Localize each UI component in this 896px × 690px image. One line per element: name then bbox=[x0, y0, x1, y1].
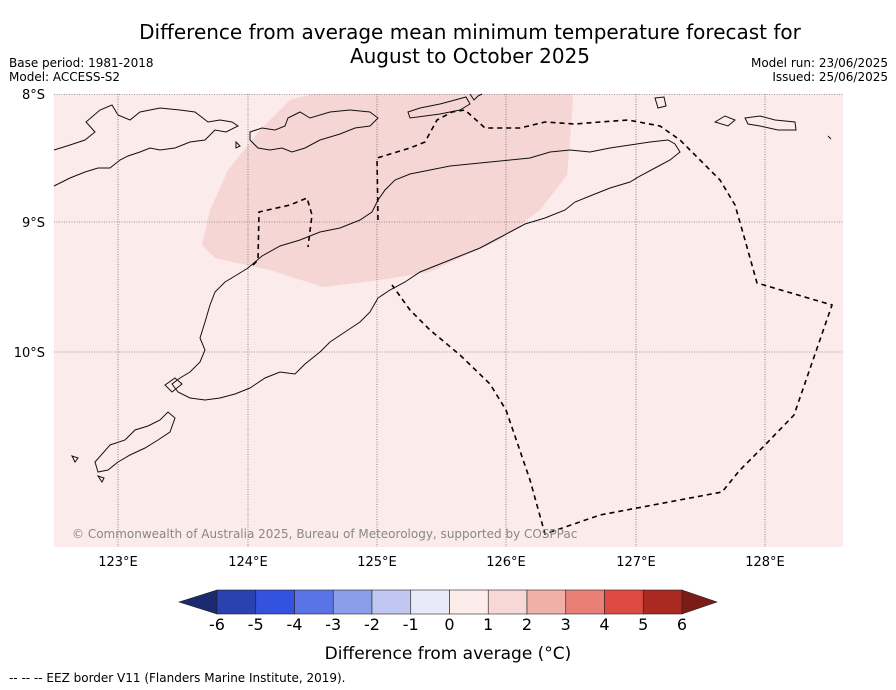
colorbar-extend-low bbox=[178, 589, 218, 615]
title-line-2: August to October 2025 bbox=[349, 44, 591, 68]
colorbar: -6 -5 -4 -3 -2 -1 0 1 2 3 4 5 6 bbox=[178, 589, 718, 634]
lon-label-127e: 127°E bbox=[616, 555, 656, 570]
colorbar-bin bbox=[332, 589, 373, 615]
colorbar-tick-label: 2 bbox=[522, 615, 532, 634]
lon-label-126e: 126°E bbox=[486, 555, 526, 570]
colorbar-bin bbox=[449, 589, 489, 615]
colorbar-bin bbox=[642, 589, 683, 615]
colorbar-bin bbox=[255, 589, 295, 615]
lon-label-128e: 128°E bbox=[745, 555, 785, 570]
colorbar-tick-label: 4 bbox=[599, 615, 609, 634]
model-name: Model: ACCESS-S2 bbox=[9, 70, 121, 84]
colorbar-tick-label: 3 bbox=[561, 615, 571, 634]
lat-label-8s: 8°S bbox=[22, 88, 45, 103]
colorbar-bin bbox=[216, 589, 257, 615]
colorbar-tick-label: -1 bbox=[403, 615, 419, 634]
copyright-notice: © Commonwealth of Australia 2025, Bureau… bbox=[72, 527, 577, 541]
lat-label-10s: 10°S bbox=[14, 346, 45, 361]
colorbar-bin bbox=[604, 589, 644, 615]
colorbar-bin bbox=[565, 589, 605, 615]
colorbar-extend-high bbox=[681, 589, 718, 615]
map-title: Difference from average mean minimum tem… bbox=[0, 20, 896, 68]
issued-date: Issued: 25/06/2025 bbox=[772, 70, 888, 84]
lon-label-123e: 123°E bbox=[98, 555, 138, 570]
gridlines bbox=[54, 94, 843, 547]
colorbar-bin bbox=[294, 589, 334, 615]
colorbar-tick-label: 0 bbox=[444, 615, 454, 634]
colorbar-bin bbox=[371, 589, 412, 615]
model-run-info: Model run: 23/06/2025 Issued: 25/06/2025 bbox=[751, 56, 888, 84]
colorbar-title: Difference from average (°C) bbox=[325, 644, 572, 664]
base-period-info: Base period: 1981-2018 Model: ACCESS-S2 bbox=[9, 56, 154, 84]
warm-anomaly-region bbox=[202, 94, 573, 287]
eez-footnote: -- -- -- EEZ border V11 (Flanders Marine… bbox=[9, 671, 346, 685]
colorbar-tick-label: -5 bbox=[248, 615, 264, 634]
colorbar-tick-label: -3 bbox=[325, 615, 341, 634]
colorbar-tick-label: 5 bbox=[638, 615, 648, 634]
lat-label-9s: 9°S bbox=[22, 216, 45, 231]
lon-label-125e: 125°E bbox=[357, 555, 397, 570]
title-line-1: Difference from average mean minimum tem… bbox=[139, 20, 801, 44]
base-period: Base period: 1981-2018 bbox=[9, 56, 154, 70]
model-run: Model run: 23/06/2025 bbox=[750, 56, 888, 70]
eez-borders bbox=[252, 109, 834, 536]
colorbar-bin bbox=[526, 589, 567, 615]
coastlines bbox=[53, 93, 832, 483]
colorbar-tick-label: -6 bbox=[209, 615, 225, 634]
lon-label-124e: 124°E bbox=[228, 555, 268, 570]
colorbar-tick-label: -2 bbox=[364, 615, 380, 634]
colorbar-bin bbox=[487, 589, 528, 615]
colorbar-tick-label: -4 bbox=[287, 615, 303, 634]
colorbar-tick-label: 6 bbox=[677, 615, 687, 634]
colorbar-tick-label: 1 bbox=[483, 615, 493, 634]
colorbar-bin bbox=[410, 589, 450, 615]
